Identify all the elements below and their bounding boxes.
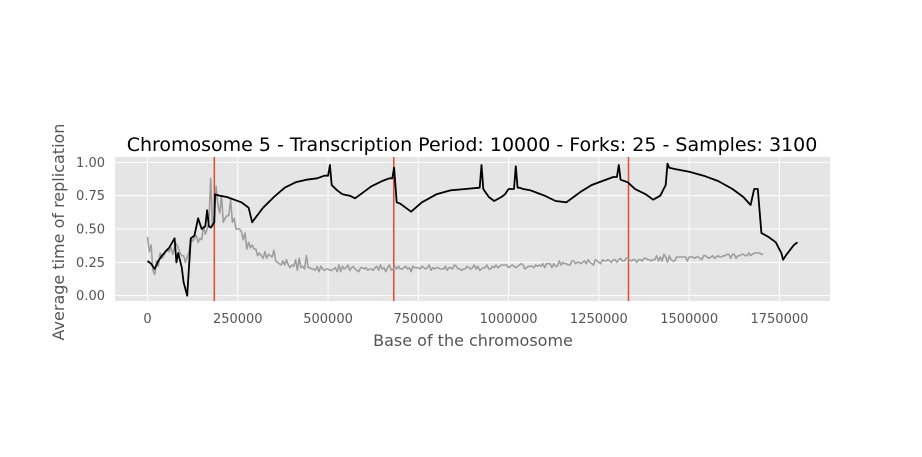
origin-markers — [213, 157, 630, 301]
x-tick-label: 250000 — [213, 312, 263, 327]
y-tick-label: 0.25 — [76, 256, 105, 271]
series-lines — [146, 162, 799, 297]
x-tick-label: 750000 — [394, 312, 444, 327]
x-tick-label: 1750000 — [750, 312, 808, 327]
y-tick-label: 1.00 — [76, 156, 105, 171]
sample-series-line — [146, 177, 764, 276]
y-tick-label: 0.00 — [76, 289, 105, 304]
x-tick-label: 1000000 — [480, 312, 538, 327]
y-tick-label: 0.50 — [76, 223, 105, 238]
tick-labels: 0 250000 500000 750000 1000000 1250000 1500000… — [76, 156, 808, 327]
model-series-line — [146, 162, 799, 297]
y-tick-label: 0.75 — [76, 189, 105, 204]
x-tick-label: 500000 — [303, 312, 353, 327]
x-tick-label: 1500000 — [660, 312, 718, 327]
x-tick-label: 1250000 — [570, 312, 628, 327]
y-axis-label: Average time of replication — [49, 124, 68, 341]
chart-title: Chromosome 5 - Transcription Period: 100… — [127, 134, 818, 156]
x-axis-label: Base of the chromosome — [373, 331, 573, 350]
x-tick-label: 0 — [143, 312, 151, 327]
grid-lines — [115, 157, 830, 301]
